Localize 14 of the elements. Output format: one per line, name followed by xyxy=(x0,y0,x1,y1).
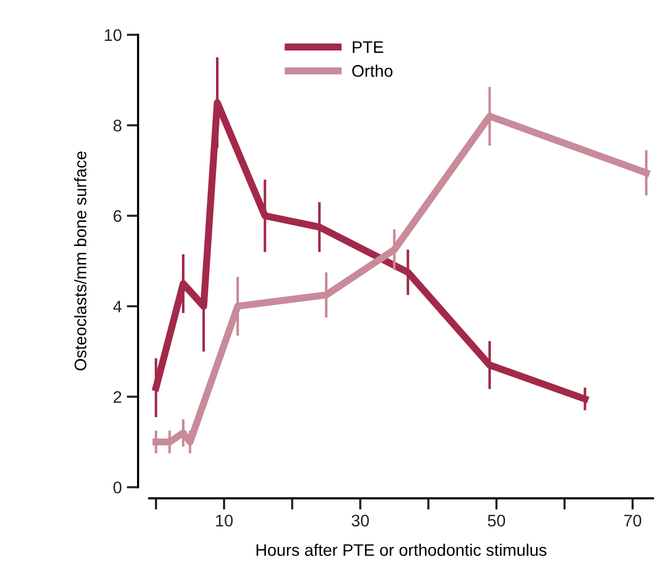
y-tick-label: 8 xyxy=(114,120,122,132)
legend-label: PTE xyxy=(352,41,384,53)
x-tick-label: 50 xyxy=(488,514,506,527)
x-tick-label: 30 xyxy=(352,514,369,527)
y-tick-label: 0 xyxy=(113,482,122,494)
y-tick-label: 2 xyxy=(114,391,122,403)
x-tick-label: 70 xyxy=(624,514,642,527)
y-axis-title: Osteoclasts/mm bone surface xyxy=(74,152,86,370)
y-tick-label: 10 xyxy=(104,29,122,42)
x-tick-label: 10 xyxy=(216,514,233,527)
y-tick-label: 6 xyxy=(114,210,122,222)
y-tick-label: 4 xyxy=(113,300,122,312)
legend-label: Ortho xyxy=(352,64,392,77)
x-axis-title: Hours after PTE or orthodontic stimulus xyxy=(256,544,546,556)
